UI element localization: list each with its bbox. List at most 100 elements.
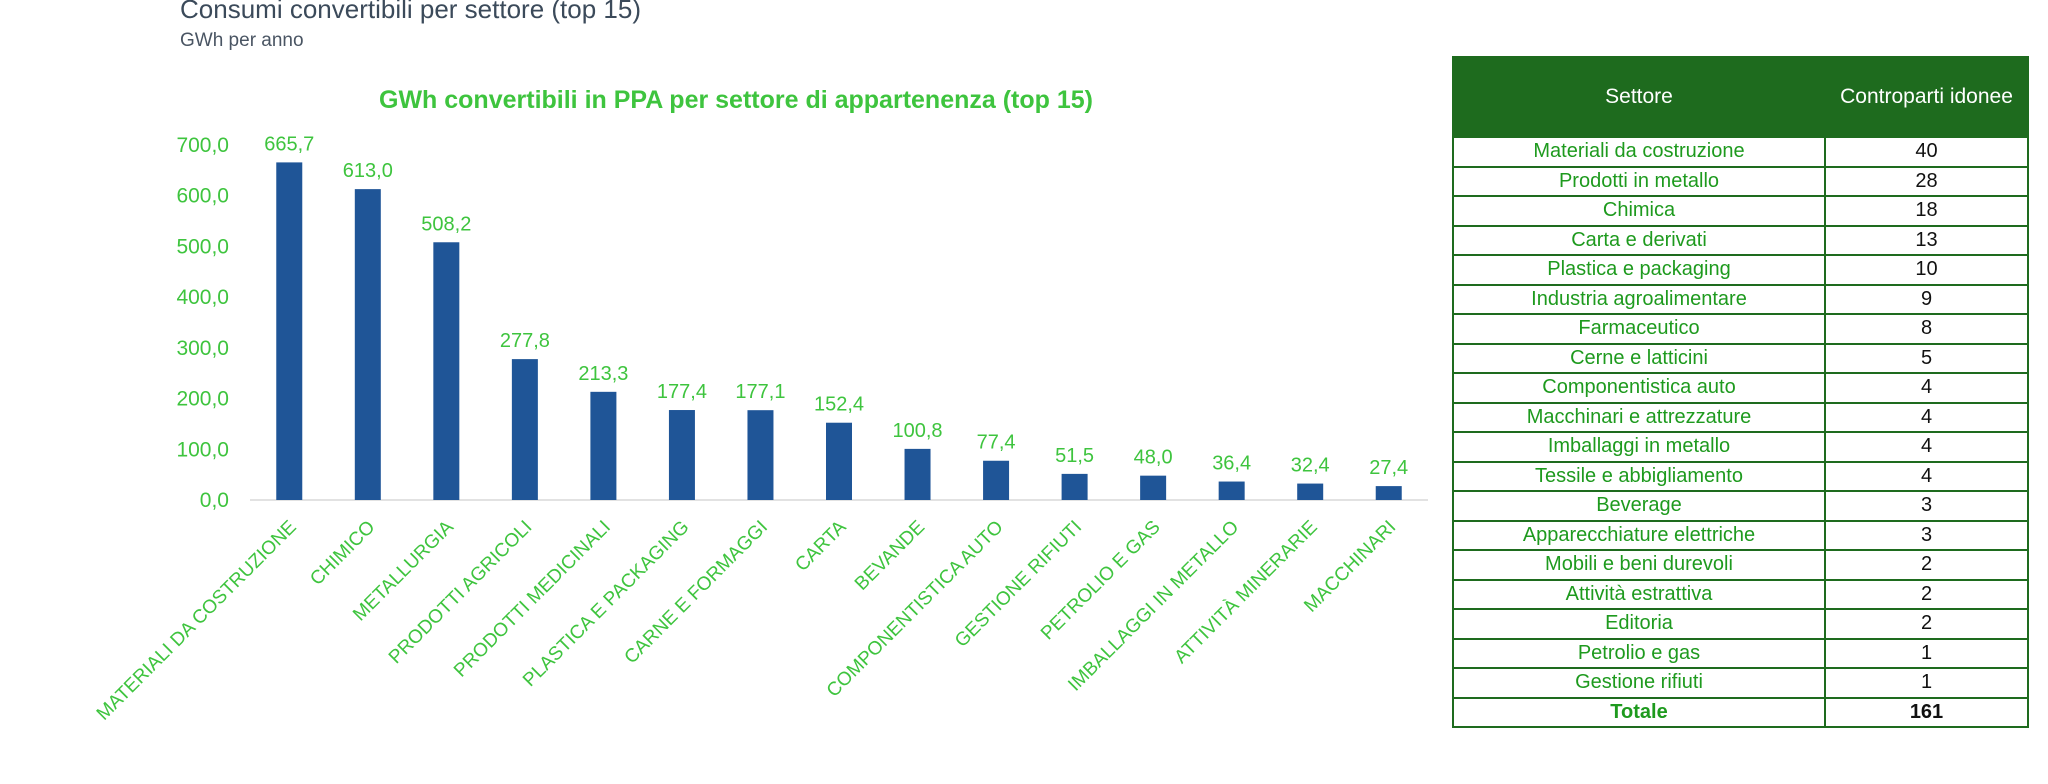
table-header-row: Settore Controparti idonee	[1452, 56, 2029, 138]
bar	[1375, 486, 1402, 500]
value-label: 77,4	[977, 432, 1016, 454]
x-tick-label: CARTA	[791, 516, 850, 575]
sector-cell: Plastica e packaging	[1452, 254, 1826, 286]
value-label: 613,0	[343, 160, 393, 182]
total-value: 161	[1824, 696, 2029, 728]
sector-cell: Attività estrattiva	[1452, 578, 1826, 610]
bar	[1140, 475, 1167, 500]
header-sector: Settore	[1452, 56, 1826, 138]
table-row: Macchinari e attrezzature 4	[1452, 401, 2029, 433]
page-title: Consumi convertibili per settore (top 15…	[180, 0, 641, 24]
sector-cell: Imballaggi in metallo	[1452, 431, 1826, 463]
value-label: 213,3	[578, 363, 628, 385]
header-counterparts: Controparti idonee	[1824, 56, 2029, 138]
count-cell: 10	[1824, 254, 2029, 286]
count-cell: 8	[1824, 313, 2029, 345]
value-label: 48,0	[1134, 447, 1173, 469]
sector-cell: Tessile e abbigliamento	[1452, 460, 1826, 492]
x-tick-label: PRODOTTI AGRICOLI	[385, 517, 536, 668]
count-cell: 9	[1824, 283, 2029, 315]
value-label: 32,4	[1291, 455, 1330, 477]
bar	[983, 460, 1010, 500]
y-tick-label: 300,0	[176, 337, 229, 360]
bar	[1297, 483, 1324, 500]
sector-cell: Editoria	[1452, 608, 1826, 640]
count-cell: 3	[1824, 519, 2029, 551]
sector-cell: Beverage	[1452, 490, 1826, 522]
bar	[668, 410, 695, 500]
bar	[511, 359, 538, 500]
bar-chart: GWh convertibili in PPA per settore di a…	[93, 86, 1428, 725]
value-label: 27,4	[1369, 457, 1408, 479]
count-cell: 5	[1824, 342, 2029, 374]
sector-cell: Gestione rifiuti	[1452, 667, 1826, 699]
table-row: Prodotti in metallo 28	[1452, 165, 2029, 197]
table-row: Componentistica auto 4	[1452, 372, 2029, 404]
table-row: Mobili e beni durevoli 2	[1452, 549, 2029, 581]
table-row: Materiali da costruzione 40	[1452, 136, 2029, 168]
table-row: Beverage 3	[1452, 490, 2029, 522]
y-tick-label: 0,0	[200, 489, 229, 512]
sector-table: Settore Controparti idonee Materiali da …	[1452, 56, 2029, 728]
bar	[433, 242, 460, 500]
sector-cell: Farmaceutico	[1452, 313, 1826, 345]
x-tick-label: CHIMICO	[306, 517, 379, 590]
count-cell: 28	[1824, 165, 2029, 197]
count-cell: 40	[1824, 136, 2029, 168]
sector-cell: Cerne e latticini	[1452, 342, 1826, 374]
x-tick-label: CARNE E FORMAGGI	[621, 517, 772, 668]
chart-title: GWh convertibili in PPA per settore di a…	[379, 86, 1093, 114]
bar	[1218, 481, 1245, 500]
value-label: 277,8	[500, 330, 550, 352]
bar	[904, 448, 931, 500]
value-label: 100,8	[893, 420, 943, 442]
x-tick-label: ATTIVITÀ MINERARIE	[1171, 517, 1322, 668]
count-cell: 13	[1824, 224, 2029, 256]
value-label: 508,2	[421, 213, 471, 235]
bar	[1061, 473, 1088, 500]
count-cell: 1	[1824, 637, 2029, 669]
bar	[590, 391, 617, 500]
table-row: Editoria 2	[1452, 608, 2029, 640]
y-tick-label: 500,0	[176, 235, 229, 258]
table-row: Industria agroalimentare 9	[1452, 283, 2029, 315]
sector-cell: Materiali da costruzione	[1452, 136, 1826, 168]
x-tick-label: MATERIALI DA COSTRUZIONE	[93, 517, 301, 725]
table-row: Attività estrattiva 2	[1452, 578, 2029, 610]
value-label: 51,5	[1055, 445, 1094, 467]
y-tick-label: 400,0	[176, 286, 229, 309]
table-row: Carta e derivati 13	[1452, 224, 2029, 256]
value-label: 152,4	[814, 394, 864, 416]
bar	[747, 410, 774, 500]
sector-cell: Componentistica auto	[1452, 372, 1826, 404]
count-cell: 4	[1824, 460, 2029, 492]
sector-cell: Petrolio e gas	[1452, 637, 1826, 669]
count-cell: 2	[1824, 608, 2029, 640]
y-tick-label: 700,0	[176, 134, 229, 157]
sector-cell: Prodotti in metallo	[1452, 165, 1826, 197]
count-cell: 3	[1824, 490, 2029, 522]
value-label: 177,1	[735, 381, 785, 403]
table-row: Imballaggi in metallo 4	[1452, 431, 2029, 463]
sector-cell: Mobili e beni durevoli	[1452, 549, 1826, 581]
sector-cell: Carta e derivati	[1452, 224, 1826, 256]
total-label: Totale	[1452, 696, 1826, 728]
count-cell: 4	[1824, 372, 2029, 404]
table-row: Apparecchiature elettriche 3	[1452, 519, 2029, 551]
sector-cell: Chimica	[1452, 195, 1826, 227]
count-cell: 1	[1824, 667, 2029, 699]
value-label: 36,4	[1212, 453, 1251, 475]
bar	[276, 162, 303, 500]
sector-cell: Industria agroalimentare	[1452, 283, 1826, 315]
table-row: Petrolio e gas 1	[1452, 637, 2029, 669]
x-tick-label: BEVANDE	[851, 517, 929, 595]
value-label: 177,4	[657, 381, 707, 403]
count-cell: 4	[1824, 401, 2029, 433]
count-cell: 18	[1824, 195, 2029, 227]
y-tick-label: 600,0	[176, 185, 229, 208]
x-tick-label: PLASTICA E PACKAGING	[519, 517, 693, 691]
page-subtitle: GWh per anno	[180, 30, 304, 51]
count-cell: 2	[1824, 549, 2029, 581]
y-tick-label: 100,0	[176, 438, 229, 461]
table-row: Plastica e packaging 10	[1452, 254, 2029, 286]
